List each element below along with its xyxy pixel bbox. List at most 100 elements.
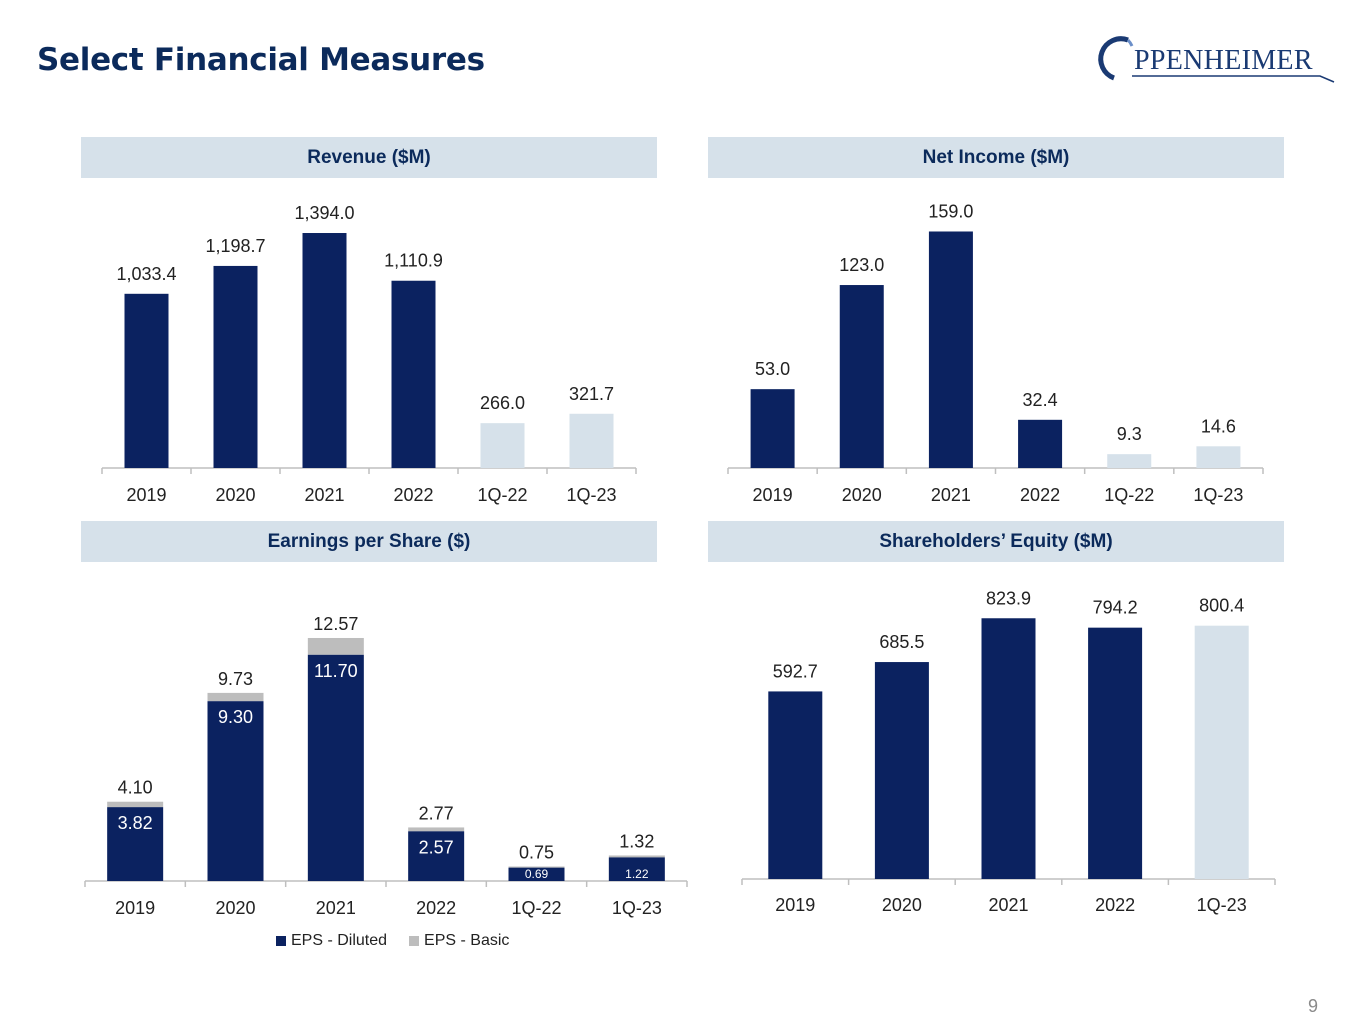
legend-label-diluted: EPS - Diluted xyxy=(291,932,388,949)
eps-basic-bar xyxy=(608,855,665,858)
revenue-category-label: 2019 xyxy=(126,485,166,505)
revenue-bar xyxy=(391,280,436,468)
equity-bar xyxy=(768,691,823,879)
equity-value-label: 592.7 xyxy=(773,661,818,681)
eps-diluted-label: 1.22 xyxy=(625,867,649,881)
equity-bar xyxy=(874,662,929,879)
eps-diluted-bar xyxy=(207,701,264,881)
net_income-value-label: 32.4 xyxy=(1023,390,1058,410)
equity-value-label: 794.2 xyxy=(1093,598,1138,618)
revenue-value-label: 1,198.7 xyxy=(205,236,265,256)
legend-label-basic: EPS - Basic xyxy=(424,932,510,949)
equity-header: Shareholders’ Equity ($M) xyxy=(708,521,1284,562)
eps-category-label: 2021 xyxy=(316,898,356,918)
eps-legend: EPS - Diluted EPS - Basic xyxy=(276,932,509,950)
eps-basic-label: 9.73 xyxy=(218,669,253,689)
eps-diluted-bar xyxy=(508,867,565,881)
eps-basic-label: 2.77 xyxy=(419,803,454,823)
net_income-category-label: 2020 xyxy=(842,485,882,505)
revenue-value-label: 1,394.0 xyxy=(294,203,354,223)
eps-basic-bar xyxy=(107,801,164,808)
eps-diluted-label: 11.70 xyxy=(314,661,358,681)
net_income-bar xyxy=(839,285,884,468)
equity-category-label: 2022 xyxy=(1095,895,1135,915)
revenue-value-label: 1,110.9 xyxy=(384,251,443,271)
eps-diluted-label: 0.69 xyxy=(525,867,549,881)
legend-swatch-diluted xyxy=(276,936,286,946)
net_income-bar xyxy=(928,231,973,468)
equity-bar xyxy=(1194,625,1249,879)
equity-category-label: 2021 xyxy=(988,895,1028,915)
net_income-category-label: 2021 xyxy=(931,485,971,505)
revenue-bar xyxy=(213,265,258,468)
net-income-header: Net Income ($M) xyxy=(708,137,1284,178)
logo-wordmark: PPENHEIMER xyxy=(1134,45,1313,76)
eps-diluted-label: 3.82 xyxy=(118,813,153,833)
revenue-bar xyxy=(480,423,525,468)
net_income-value-label: 14.6 xyxy=(1201,416,1236,436)
net_income-bar xyxy=(750,389,795,468)
eps-basic-bar xyxy=(508,866,565,868)
logo-swoosh xyxy=(1098,36,1335,83)
eps-category-label: 1Q-22 xyxy=(511,898,561,918)
eps-category-label: 2019 xyxy=(115,898,155,918)
equity-bar xyxy=(1088,627,1143,879)
net_income-category-label: 1Q-22 xyxy=(1104,485,1154,505)
eps-header: Earnings per Share ($) xyxy=(81,521,657,562)
eps-diluted-bar xyxy=(307,654,364,881)
eps-diluted-bar xyxy=(408,831,465,881)
eps-diluted-label: 2.57 xyxy=(419,837,454,857)
revenue-category-label: 2021 xyxy=(304,485,344,505)
revenue-category-label: 2022 xyxy=(393,485,433,505)
equity-category-label: 2020 xyxy=(882,895,922,915)
net_income-bar xyxy=(1107,454,1152,468)
eps-category-label: 1Q-23 xyxy=(612,898,662,918)
net_income-category-label: 1Q-23 xyxy=(1193,485,1243,505)
eps-diluted-label: 9.30 xyxy=(218,707,253,727)
eps-diluted-bar xyxy=(107,807,164,881)
eps-basic-bar xyxy=(408,827,465,832)
net_income-bar xyxy=(1196,446,1241,468)
eps-basic-label: 1.32 xyxy=(619,831,654,851)
revenue-value-label: 1,033.4 xyxy=(116,264,176,284)
legend-item-basic: EPS - Basic xyxy=(409,932,509,950)
oppenheimer-logo: PPENHEIMER xyxy=(1088,32,1340,88)
revenue-bar xyxy=(124,293,169,468)
equity-category-label: 2019 xyxy=(775,895,815,915)
page-title: Select Financial Measures xyxy=(37,42,485,78)
net_income-value-label: 9.3 xyxy=(1117,424,1142,444)
net_income-value-label: 123.0 xyxy=(839,255,884,275)
revenue-value-label: 321.7 xyxy=(569,384,614,404)
revenue-category-label: 2020 xyxy=(215,485,255,505)
net_income-value-label: 53.0 xyxy=(755,359,790,379)
net_income-value-label: 159.0 xyxy=(928,201,973,221)
eps-basic-bar xyxy=(207,692,264,702)
equity-category-label: 1Q-23 xyxy=(1197,895,1247,915)
eps-category-label: 2020 xyxy=(215,898,255,918)
net_income-category-label: 2019 xyxy=(753,485,793,505)
eps-basic-label: 0.75 xyxy=(519,843,554,863)
equity-value-label: 800.4 xyxy=(1199,596,1244,616)
eps-diluted-bar xyxy=(608,857,665,881)
equity-value-label: 685.5 xyxy=(879,632,924,652)
revenue-category-label: 1Q-22 xyxy=(477,485,527,505)
revenue-category-label: 1Q-23 xyxy=(566,485,616,505)
legend-item-diluted: EPS - Diluted xyxy=(276,932,387,950)
revenue-bar xyxy=(569,413,614,468)
net_income-bar xyxy=(1018,419,1063,468)
revenue-bar xyxy=(302,233,347,468)
page-number: 9 xyxy=(1307,996,1318,1016)
eps-basic-label: 12.57 xyxy=(313,614,358,634)
eps-basic-label: 4.10 xyxy=(118,778,153,798)
eps-category-label: 2022 xyxy=(416,898,456,918)
equity-bar xyxy=(981,618,1036,879)
eps-basic-bar xyxy=(307,637,364,655)
legend-swatch-basic xyxy=(409,936,420,946)
revenue-value-label: 266.0 xyxy=(480,393,525,413)
net_income-category-label: 2022 xyxy=(1020,485,1060,505)
equity-value-label: 823.9 xyxy=(986,588,1031,608)
